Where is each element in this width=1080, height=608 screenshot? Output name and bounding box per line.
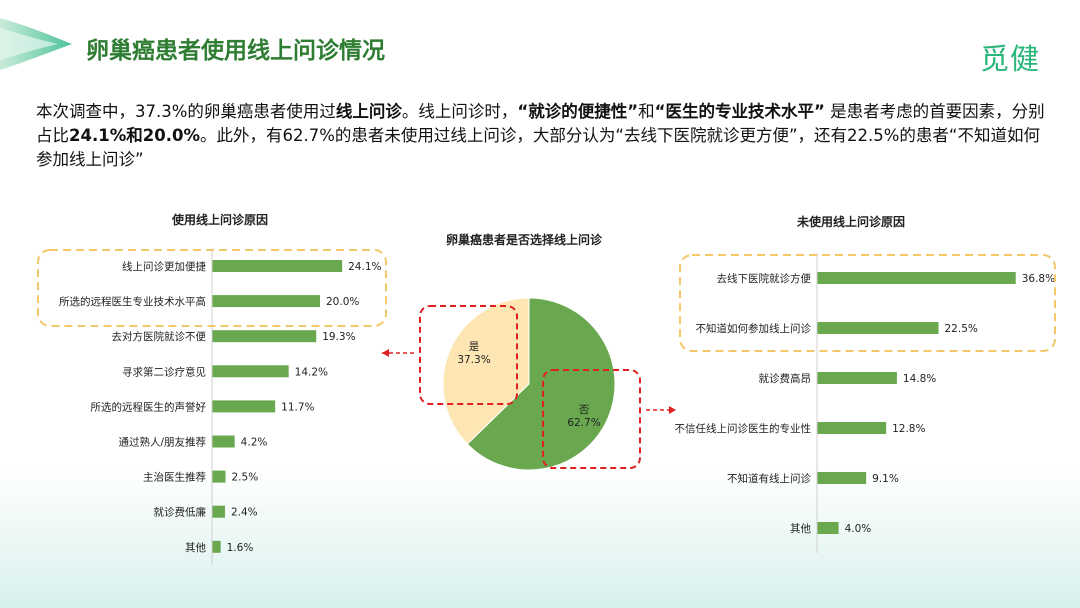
right-chart-title: 未使用线上问诊原因 xyxy=(797,215,906,229)
pie-chart-title: 卵巢癌患者是否选择线上问诊 xyxy=(446,233,603,247)
category-label: 线上问诊更加便捷 xyxy=(122,260,206,273)
pie-slice xyxy=(466,297,616,471)
category-label: 其他 xyxy=(185,541,206,554)
category-label: 不知道有线上问诊 xyxy=(727,472,811,485)
summary-paragraph: 本次调查中，37.3%的卵巢癌患者使用过线上问诊。线上问诊时，“就诊的便捷性”和… xyxy=(36,102,1045,169)
pie-slice xyxy=(442,297,530,445)
category-label: 去对方医院就诊不便 xyxy=(112,330,207,343)
page-title: 卵巢癌患者使用线上问诊情况 xyxy=(86,38,385,64)
category-label: 去线下医院就诊方便 xyxy=(717,272,812,285)
corner-leaf-decoration xyxy=(0,18,72,70)
bar xyxy=(212,260,343,272)
pie-value-label: 37.3% xyxy=(457,354,490,366)
value-label: 14.8% xyxy=(903,373,936,385)
value-label: 22.5% xyxy=(945,323,978,335)
background-wave xyxy=(0,468,1080,608)
category-label: 其他 xyxy=(790,522,811,535)
highlight-annotations xyxy=(37,249,1056,469)
bar xyxy=(817,522,839,534)
pie-category-label: 否 xyxy=(579,404,590,416)
value-label: 14.2% xyxy=(295,366,328,378)
category-label: 寻求第二诊疗意见 xyxy=(122,365,206,378)
bar xyxy=(212,330,317,343)
bar xyxy=(212,365,289,378)
category-label: 不信任线上问诊医生的专业性 xyxy=(675,422,812,435)
bar xyxy=(212,470,226,483)
brand-logo: 觅健 xyxy=(979,42,1040,76)
pie-value-label: 62.7% xyxy=(567,417,600,429)
category-label: 就诊费低廉 xyxy=(154,506,207,519)
value-label: 19.3% xyxy=(322,331,355,343)
left-chart-title: 使用线上问诊原因 xyxy=(172,213,269,227)
bar xyxy=(212,400,276,413)
value-label: 4.2% xyxy=(241,437,268,449)
bar xyxy=(817,272,1016,284)
left-bar-chart: 线上问诊更加便捷 24.1% 所选的远程医生专业技术水平高 20.0% 去对方医院就诊不… xyxy=(59,248,382,565)
yellow-highlight-right xyxy=(679,254,1056,352)
pie-category-label: 是 xyxy=(469,341,480,353)
value-label: 11.7% xyxy=(281,401,314,413)
value-label: 24.1% xyxy=(348,261,381,273)
category-label: 所选的远程医生的声誉好 xyxy=(91,400,207,413)
pie-chart: 是37.3% 否62.7% xyxy=(442,297,616,471)
bar xyxy=(212,295,320,308)
category-label: 通过熟人/朋友推荐 xyxy=(118,436,206,449)
value-label: 12.8% xyxy=(892,423,925,435)
red-highlight-yes xyxy=(419,305,518,405)
bar xyxy=(212,505,225,518)
category-label: 不知道如何参加线上问诊 xyxy=(696,322,812,335)
arrow-right-head xyxy=(669,406,676,414)
value-label: 20.0% xyxy=(326,296,359,308)
bar xyxy=(817,422,887,434)
category-label: 就诊费高昂 xyxy=(759,372,812,385)
value-label: 1.6% xyxy=(227,542,254,554)
value-label: 2.4% xyxy=(231,507,258,519)
red-highlight-no xyxy=(542,369,641,469)
bar xyxy=(817,372,897,384)
bar xyxy=(212,540,221,553)
value-label: 9.1% xyxy=(872,473,899,485)
value-label: 36.8% xyxy=(1022,273,1055,285)
yellow-highlight-left xyxy=(37,249,387,327)
bar xyxy=(817,322,939,334)
right-bar-chart: 去线下医院就诊方便 36.8% 不知道如何参加线上问诊 22.5% 就诊费高昂 14.8%… xyxy=(675,253,1055,553)
arrow-left-head xyxy=(382,349,389,357)
bar xyxy=(817,472,867,484)
category-label: 所选的远程医生专业技术水平高 xyxy=(59,295,206,308)
value-label: 2.5% xyxy=(232,472,259,484)
value-label: 4.0% xyxy=(845,523,872,535)
bar xyxy=(212,435,235,448)
category-label: 主治医生推荐 xyxy=(143,471,206,484)
